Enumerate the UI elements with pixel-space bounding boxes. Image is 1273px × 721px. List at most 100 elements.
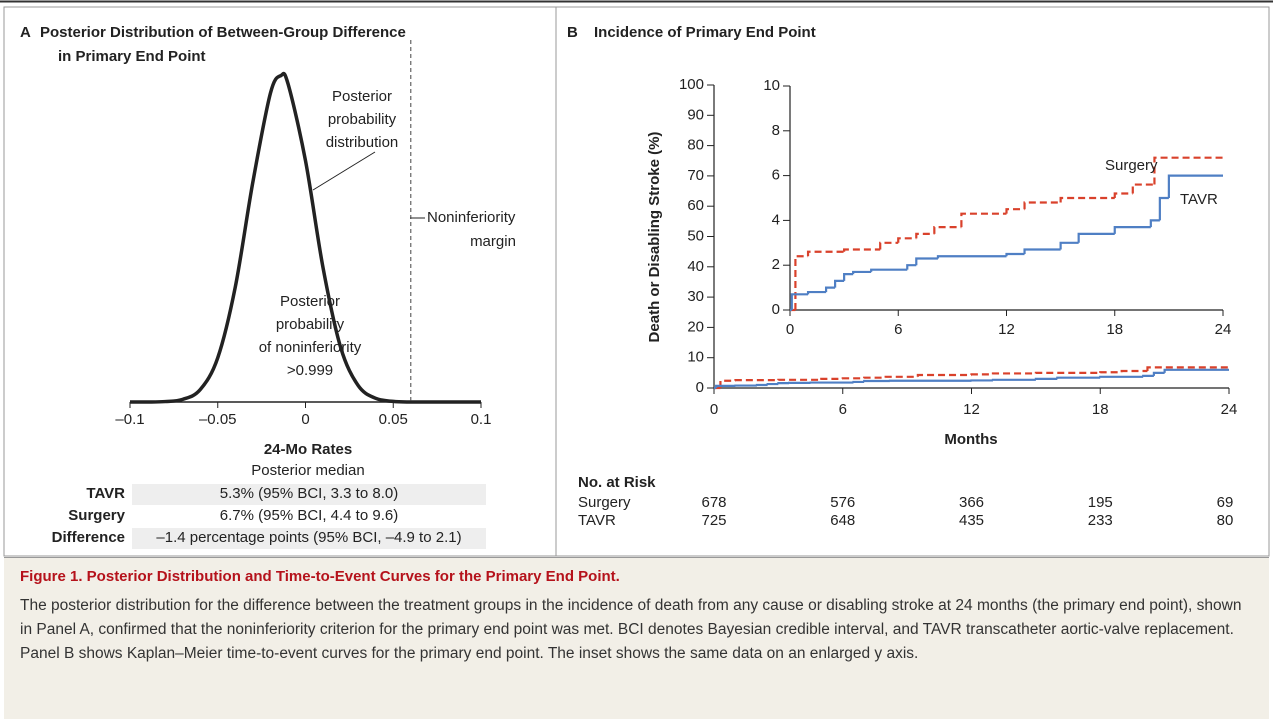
x-tick-label: 6 xyxy=(894,321,902,338)
x-tick-label: 0 xyxy=(786,321,794,338)
y-tick-label: 30 xyxy=(687,288,704,305)
step-segment xyxy=(1158,196,1169,221)
step-segment xyxy=(960,212,1007,228)
series-label: Surgery xyxy=(1105,157,1158,174)
y-tick-label: 20 xyxy=(687,318,704,335)
step-segment xyxy=(852,380,865,384)
step-segment xyxy=(1023,248,1061,254)
step-segment xyxy=(1163,368,1229,373)
step-segment xyxy=(1034,377,1058,381)
step-segment xyxy=(715,384,736,388)
leader-line xyxy=(312,151,376,191)
table-title: No. at Risk xyxy=(578,474,656,491)
step-segment xyxy=(1131,183,1155,194)
y-tick-label: 80 xyxy=(687,137,704,154)
annotation: Posterior xyxy=(332,88,392,105)
y-tick-label: 90 xyxy=(687,106,704,123)
annotation: Noninferiority xyxy=(427,209,516,226)
step-segment xyxy=(834,279,845,288)
y-tick-label: 0 xyxy=(772,301,780,318)
row-value: –1.4 percentage points (95% BCI, –4.9 to… xyxy=(156,529,461,546)
caption-title: Figure 1. Posterior Distribution and Tim… xyxy=(20,568,620,585)
x-tick-label: 0.05 xyxy=(379,411,408,428)
row-band xyxy=(132,484,486,505)
y-tick-label: 2 xyxy=(772,256,780,273)
panel-letter: B xyxy=(567,24,578,41)
row-label: TAVR xyxy=(86,485,125,502)
panel-title: Incidence of Primary End Point xyxy=(594,24,816,41)
step-segment xyxy=(1146,366,1229,372)
x-tick-label: 12 xyxy=(998,321,1015,338)
y-tick-label: 10 xyxy=(687,349,704,366)
x-tick-label: 24 xyxy=(1221,401,1238,418)
y-tick-label: 100 xyxy=(679,76,704,93)
risk-value: 435 xyxy=(959,512,984,529)
step-segment xyxy=(1023,201,1061,210)
step-segment xyxy=(1099,371,1122,374)
x-tick-label: 0 xyxy=(301,411,309,428)
x-tick-label: 24 xyxy=(1215,321,1232,338)
step-segment xyxy=(843,273,854,281)
step-segment xyxy=(790,293,809,310)
panel-letter: A xyxy=(20,24,31,41)
step-segment xyxy=(863,379,890,383)
panel-frame xyxy=(3,6,1270,557)
annotation: Posterior xyxy=(280,293,340,310)
step-segment xyxy=(1077,232,1115,243)
risk-value: 69 xyxy=(1217,494,1234,511)
annotation: >0.999 xyxy=(287,362,333,379)
panel-title: Posterior Distribution of Between-Group … xyxy=(40,24,406,41)
step-segment xyxy=(1167,174,1223,198)
series-label: TAVR xyxy=(1180,191,1218,208)
risk-value: 725 xyxy=(701,512,726,529)
annotation: probability xyxy=(276,316,345,333)
row-value: 6.7% (95% BCI, 4.4 to 9.6) xyxy=(220,507,398,524)
step-segment xyxy=(936,255,1007,259)
row-value: 5.3% (95% BCI, 3.3 to 8.0) xyxy=(220,485,398,502)
x-tick-label: 12 xyxy=(963,401,980,418)
risk-value: 576 xyxy=(830,494,855,511)
step-segment xyxy=(794,255,809,310)
y-tick-label: 70 xyxy=(687,167,704,184)
panel-title: in Primary End Point xyxy=(58,48,206,65)
y-tick-label: 0 xyxy=(696,379,704,396)
step-segment xyxy=(897,237,917,243)
step-segment xyxy=(1113,192,1133,198)
y-axis-title: Death or Disabling Stroke (%) xyxy=(646,132,663,343)
step-segment xyxy=(1034,371,1101,374)
row-label: TAVR xyxy=(578,512,616,529)
risk-value: 366 xyxy=(959,494,984,511)
y-tick-label: 8 xyxy=(772,122,780,139)
step-segment xyxy=(1005,208,1025,214)
step-segment xyxy=(1099,375,1144,378)
x-tick-label: 0 xyxy=(710,401,718,418)
step-segment xyxy=(1149,219,1160,228)
figure: A Posterior Distribution of Between-Grou… xyxy=(0,0,1273,557)
annotation: of noninferiority xyxy=(259,339,362,356)
step-segment xyxy=(991,378,1036,381)
y-tick-label: 6 xyxy=(772,167,780,184)
step-segment xyxy=(841,377,865,380)
x-tick-label: 0.1 xyxy=(471,411,492,428)
risk-value: 648 xyxy=(830,512,855,529)
step-segment xyxy=(806,250,845,257)
step-segment xyxy=(734,379,779,382)
x-tick-label: –0.1 xyxy=(115,411,144,428)
step-segment xyxy=(1056,376,1101,379)
step-segment xyxy=(1152,371,1165,376)
step-segment xyxy=(1120,369,1148,373)
step-segment xyxy=(906,264,917,270)
table-subtitle: Posterior median xyxy=(251,462,364,479)
table-title: 24-Mo Rates xyxy=(264,441,352,458)
step-segment xyxy=(1142,374,1154,377)
step-segment xyxy=(1059,241,1079,250)
annotation: probability xyxy=(328,111,397,128)
y-tick-label: 10 xyxy=(763,77,780,94)
step-segment xyxy=(884,375,918,378)
caption: Figure 1. Posterior Distribution and Tim… xyxy=(4,557,1269,719)
x-tick-label: 18 xyxy=(1092,401,1109,418)
step-segment xyxy=(870,268,908,272)
row-label: Surgery xyxy=(68,507,125,524)
step-segment xyxy=(933,226,962,234)
y-tick-label: 60 xyxy=(687,197,704,214)
